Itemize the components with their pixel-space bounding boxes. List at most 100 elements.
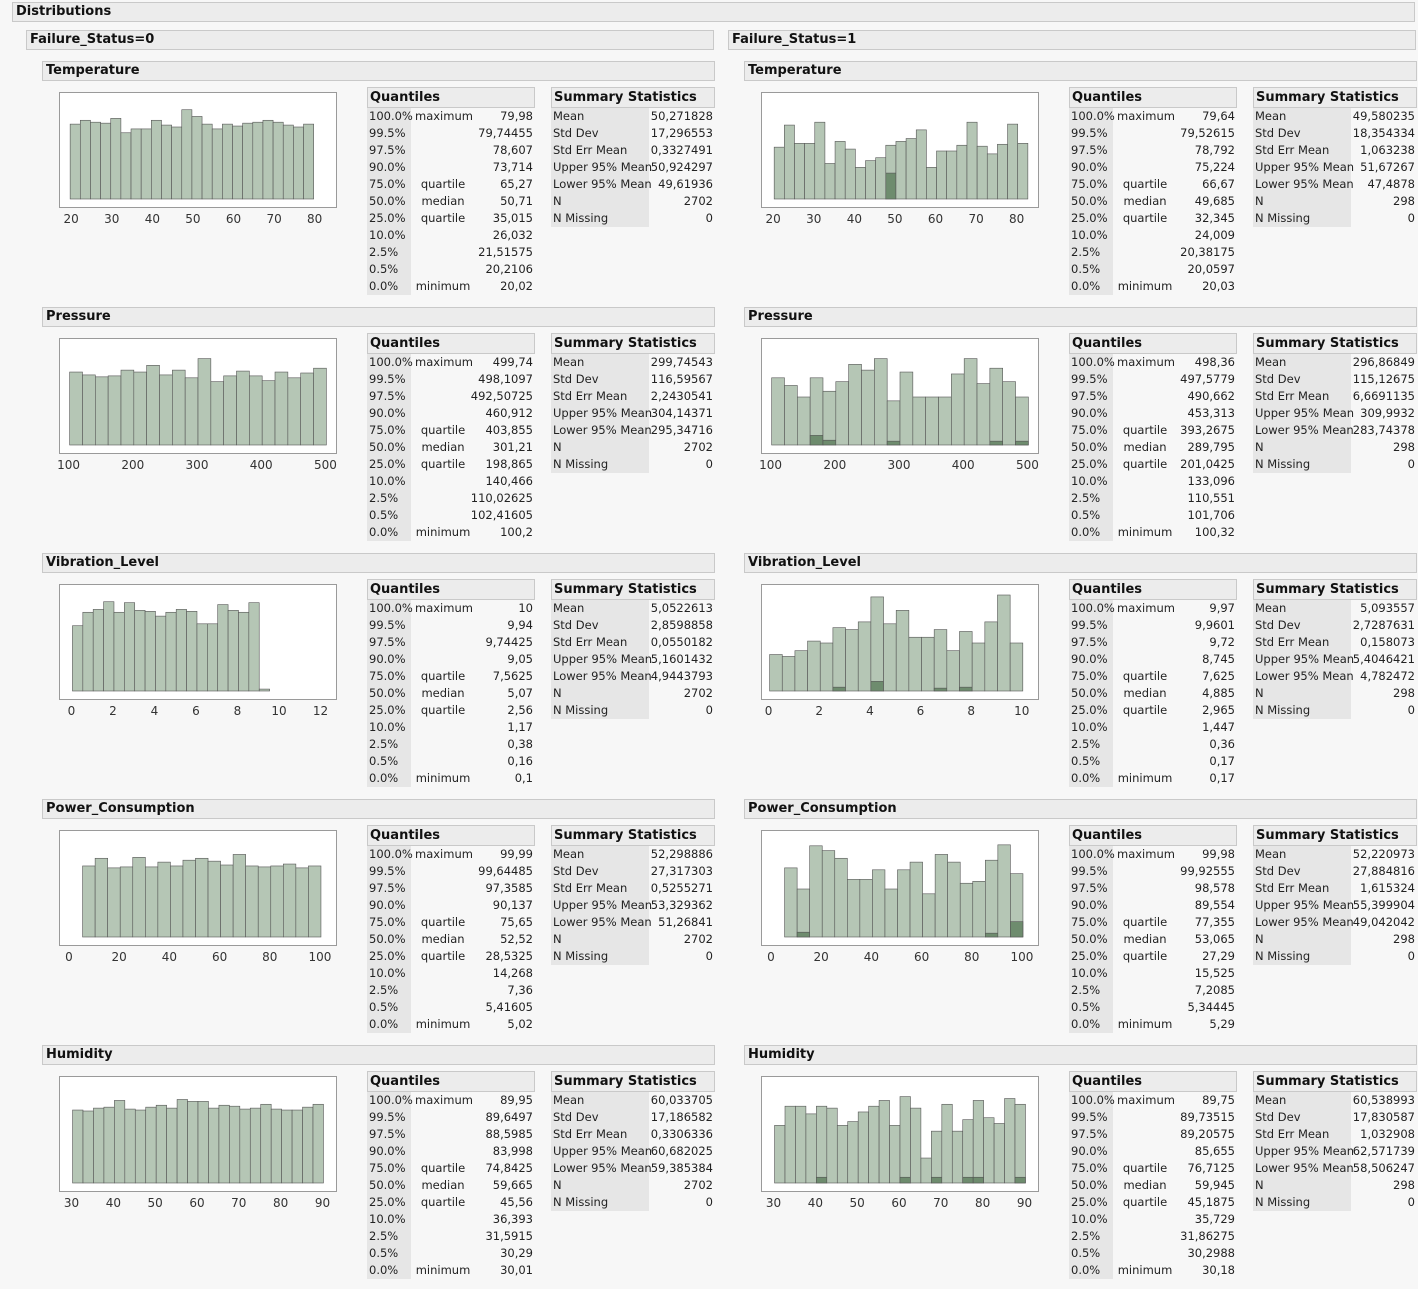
histogram-bar[interactable] bbox=[989, 367, 1004, 446]
histogram-bar[interactable] bbox=[218, 1104, 230, 1184]
histogram-bar[interactable] bbox=[257, 866, 272, 938]
summary-statistics-header[interactable]: Summary Statistics bbox=[551, 87, 715, 108]
histogram-bar[interactable] bbox=[282, 124, 294, 200]
histogram-bar[interactable] bbox=[794, 143, 805, 200]
histogram-bar[interactable] bbox=[826, 1107, 838, 1184]
histogram-bar[interactable] bbox=[303, 123, 314, 200]
histogram-bar[interactable] bbox=[120, 132, 132, 200]
histogram-bar[interactable] bbox=[165, 611, 177, 692]
group-header-failure-0[interactable]: Failure_Status=0 bbox=[26, 30, 714, 50]
histogram-bar[interactable] bbox=[238, 611, 250, 692]
histogram-bar[interactable] bbox=[784, 385, 798, 446]
histogram-bar[interactable] bbox=[859, 879, 873, 938]
histogram-bar[interactable] bbox=[936, 150, 947, 200]
histogram-bar[interactable] bbox=[834, 857, 848, 938]
histogram-bar[interactable] bbox=[844, 148, 856, 200]
histogram-bar[interactable] bbox=[909, 861, 923, 938]
histogram-bar[interactable] bbox=[132, 857, 146, 938]
histogram-bar[interactable] bbox=[1017, 143, 1029, 200]
histogram-bar[interactable] bbox=[774, 1125, 786, 1184]
histogram-bar[interactable] bbox=[771, 377, 785, 446]
histogram-bar[interactable] bbox=[155, 1104, 167, 1184]
histogram-bar[interactable] bbox=[313, 367, 327, 446]
histogram-bar[interactable] bbox=[107, 375, 122, 446]
histogram-bar[interactable] bbox=[270, 865, 284, 938]
histogram-bar[interactable] bbox=[175, 609, 187, 692]
histogram-bar[interactable] bbox=[134, 1109, 147, 1184]
variable-header[interactable]: Temperature bbox=[744, 61, 1417, 81]
histogram-bar[interactable] bbox=[232, 125, 243, 200]
histogram-bar[interactable] bbox=[912, 396, 926, 446]
histogram-bar[interactable] bbox=[933, 629, 948, 692]
histogram-bar[interactable] bbox=[210, 381, 224, 446]
histogram-bar[interactable] bbox=[90, 121, 101, 200]
histogram-bar[interactable] bbox=[184, 377, 199, 446]
histogram-bar[interactable] bbox=[260, 1103, 272, 1184]
histogram-bar[interactable] bbox=[845, 629, 859, 692]
group-header-failure-1[interactable]: Failure_Status=1 bbox=[728, 30, 1416, 50]
histogram-bar[interactable] bbox=[920, 1157, 932, 1184]
histogram-bar[interactable] bbox=[72, 1109, 84, 1184]
histogram-bar[interactable] bbox=[145, 1106, 157, 1184]
histogram-bar[interactable] bbox=[870, 596, 884, 692]
histogram-selected-bar[interactable] bbox=[962, 1176, 974, 1184]
histogram-bar[interactable] bbox=[796, 396, 811, 446]
histogram[interactable] bbox=[761, 1076, 1039, 1192]
histogram-bar[interactable] bbox=[181, 109, 193, 200]
histogram-bar[interactable] bbox=[157, 861, 171, 938]
histogram-bar[interactable] bbox=[824, 163, 836, 200]
histogram-bar[interactable] bbox=[938, 396, 952, 446]
histogram-bar[interactable] bbox=[281, 1109, 293, 1184]
histogram-bar[interactable] bbox=[773, 146, 785, 200]
histogram-bar[interactable] bbox=[283, 863, 297, 938]
histogram-bar[interactable] bbox=[223, 375, 237, 446]
quantiles-header[interactable]: Quantiles bbox=[1069, 825, 1237, 846]
histogram-bar[interactable] bbox=[82, 611, 94, 692]
histogram-selected-bar[interactable] bbox=[832, 686, 846, 692]
summary-statistics-header[interactable]: Summary Statistics bbox=[551, 825, 715, 846]
histogram-bar[interactable] bbox=[784, 867, 798, 938]
histogram-bar[interactable] bbox=[910, 1107, 922, 1184]
histogram-selected-bar[interactable] bbox=[933, 687, 948, 692]
histogram-bar[interactable] bbox=[201, 123, 213, 200]
histogram-bar[interactable] bbox=[986, 153, 998, 200]
variable-header[interactable]: Vibration_Level bbox=[42, 553, 715, 573]
histogram-bar[interactable] bbox=[848, 364, 862, 446]
histogram-bar[interactable] bbox=[972, 1100, 984, 1184]
quantiles-header[interactable]: Quantiles bbox=[1069, 87, 1237, 108]
histogram-bar[interactable] bbox=[186, 611, 198, 692]
histogram-bar[interactable] bbox=[921, 636, 935, 692]
histogram[interactable] bbox=[761, 584, 1039, 700]
histogram-bar[interactable] bbox=[983, 1117, 995, 1184]
histogram-bar[interactable] bbox=[946, 650, 960, 692]
histogram-bar[interactable] bbox=[166, 1107, 178, 1184]
histogram-bar[interactable] bbox=[110, 118, 122, 200]
histogram-bar[interactable] bbox=[883, 623, 897, 692]
histogram-bar[interactable] bbox=[997, 143, 1008, 200]
histogram-bar[interactable] bbox=[308, 865, 322, 938]
histogram-bar[interactable] bbox=[993, 1123, 1005, 1184]
histogram-bar[interactable] bbox=[959, 631, 973, 692]
histogram-bar[interactable] bbox=[69, 371, 83, 446]
histogram-bar[interactable] bbox=[819, 642, 834, 692]
summary-statistics-header[interactable]: Summary Statistics bbox=[1253, 1071, 1417, 1092]
histogram-selected-bar[interactable] bbox=[886, 440, 901, 446]
histogram-selected-bar[interactable] bbox=[816, 1176, 828, 1184]
histogram-bar[interactable] bbox=[807, 640, 821, 692]
histogram-bar[interactable] bbox=[886, 400, 901, 446]
histogram-bar[interactable] bbox=[248, 602, 260, 692]
histogram[interactable] bbox=[761, 338, 1039, 454]
histogram-bar[interactable] bbox=[889, 1125, 901, 1184]
histogram-bar[interactable] bbox=[155, 615, 167, 692]
histogram-bar[interactable] bbox=[941, 1103, 953, 1184]
histogram-bar[interactable] bbox=[140, 128, 152, 200]
summary-statistics-header[interactable]: Summary Statistics bbox=[551, 579, 715, 600]
variable-header[interactable]: Humidity bbox=[42, 1045, 715, 1065]
histogram-bar[interactable] bbox=[835, 381, 849, 446]
histogram-bar[interactable] bbox=[769, 654, 783, 692]
histogram-bar[interactable] bbox=[951, 373, 965, 446]
histogram[interactable] bbox=[761, 92, 1039, 208]
histogram-bar[interactable] bbox=[1014, 1103, 1026, 1184]
histogram-selected-bar[interactable] bbox=[989, 440, 1004, 446]
histogram-bar[interactable] bbox=[1009, 642, 1024, 692]
